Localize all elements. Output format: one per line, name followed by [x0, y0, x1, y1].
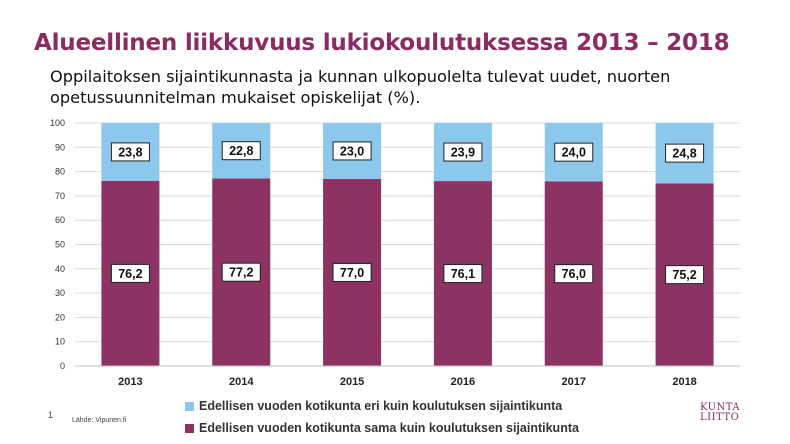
data-label: 22,8	[229, 144, 253, 158]
y-tick-label: 20	[55, 312, 65, 322]
data-label-box	[110, 263, 150, 283]
data-label: 24,0	[562, 146, 586, 160]
y-tick-label: 90	[55, 142, 65, 152]
data-label-box	[665, 143, 705, 163]
y-tick-label: 40	[55, 264, 65, 274]
x-tick-label: 2013	[118, 376, 142, 388]
legend-label: Edellisen vuoden kotikunta eri kuin koul…	[199, 399, 563, 413]
y-tick-label: 80	[55, 167, 65, 177]
source-note: Lähde: Vipunen.fi	[72, 417, 127, 424]
data-label-box	[110, 142, 150, 162]
data-label: 77,0	[340, 266, 364, 280]
page-number: 1	[48, 410, 54, 420]
kuntaliitto-logo: KUNTA LIITTO	[700, 403, 740, 423]
y-tick-label: 70	[55, 191, 65, 201]
y-tick-label: 50	[55, 240, 65, 250]
y-tick-label: 60	[55, 215, 65, 225]
legend-item-same-municipality: Edellisen vuoden kotikunta sama kuin kou…	[185, 417, 579, 439]
data-label: 23,0	[340, 144, 364, 158]
data-label-box	[443, 264, 483, 284]
y-tick-label: 30	[55, 288, 65, 298]
data-label-box	[554, 264, 594, 284]
data-label: 75,2	[672, 268, 696, 282]
data-label: 77,2	[229, 266, 253, 280]
legend-swatch-light-blue	[185, 401, 194, 411]
y-axis: 0 10 20 30 40 50 60 70 80 90 100	[50, 118, 65, 371]
x-tick-label: 2017	[562, 376, 586, 388]
data-label-box	[332, 262, 372, 282]
gridlines	[75, 122, 740, 367]
data-label-box	[332, 141, 372, 161]
data-label-box	[221, 262, 261, 282]
data-label-box	[221, 141, 261, 161]
y-tick-label: 100	[50, 118, 65, 128]
legend-label: Edellisen vuoden kotikunta sama kuin kou…	[199, 421, 579, 435]
data-label: 76,1	[451, 267, 475, 281]
x-tick-label: 2015	[340, 376, 364, 388]
data-label: 23,8	[118, 145, 142, 159]
legend: Edellisen vuoden kotikunta eri kuin koul…	[185, 395, 579, 439]
x-axis: 2013 2014 2015 2016 2017 2018	[75, 365, 740, 388]
legend-item-different-municipality: Edellisen vuoden kotikunta eri kuin koul…	[185, 395, 579, 417]
data-labels: 76,2 23,8 77,2 22,8 77,0 23,0 76,1 23,9 76,0 24,0…	[110, 141, 705, 285]
data-label: 76,2	[118, 267, 142, 281]
slide-subtitle: Oppilaitoksen sijaintikunnasta ja kunnan…	[50, 67, 671, 107]
data-label-box	[665, 265, 705, 285]
y-tick-label: 10	[55, 337, 65, 347]
data-label-box	[554, 142, 594, 162]
logo-line: LIITTO	[700, 412, 740, 423]
data-label: 24,8	[672, 147, 696, 161]
slide-title: Alueellinen liikkuvuus lukiokoulutuksess…	[34, 30, 730, 56]
x-tick-label: 2018	[672, 376, 696, 388]
legend-swatch-purple	[185, 423, 194, 433]
data-label: 23,9	[451, 146, 475, 160]
data-label: 76,0	[562, 267, 586, 281]
data-label-box	[443, 142, 483, 162]
x-tick-label: 2016	[451, 376, 475, 388]
logo-line: KUNTA	[700, 402, 741, 413]
y-tick-label: 0	[60, 361, 65, 371]
x-tick-label: 2014	[229, 376, 254, 388]
